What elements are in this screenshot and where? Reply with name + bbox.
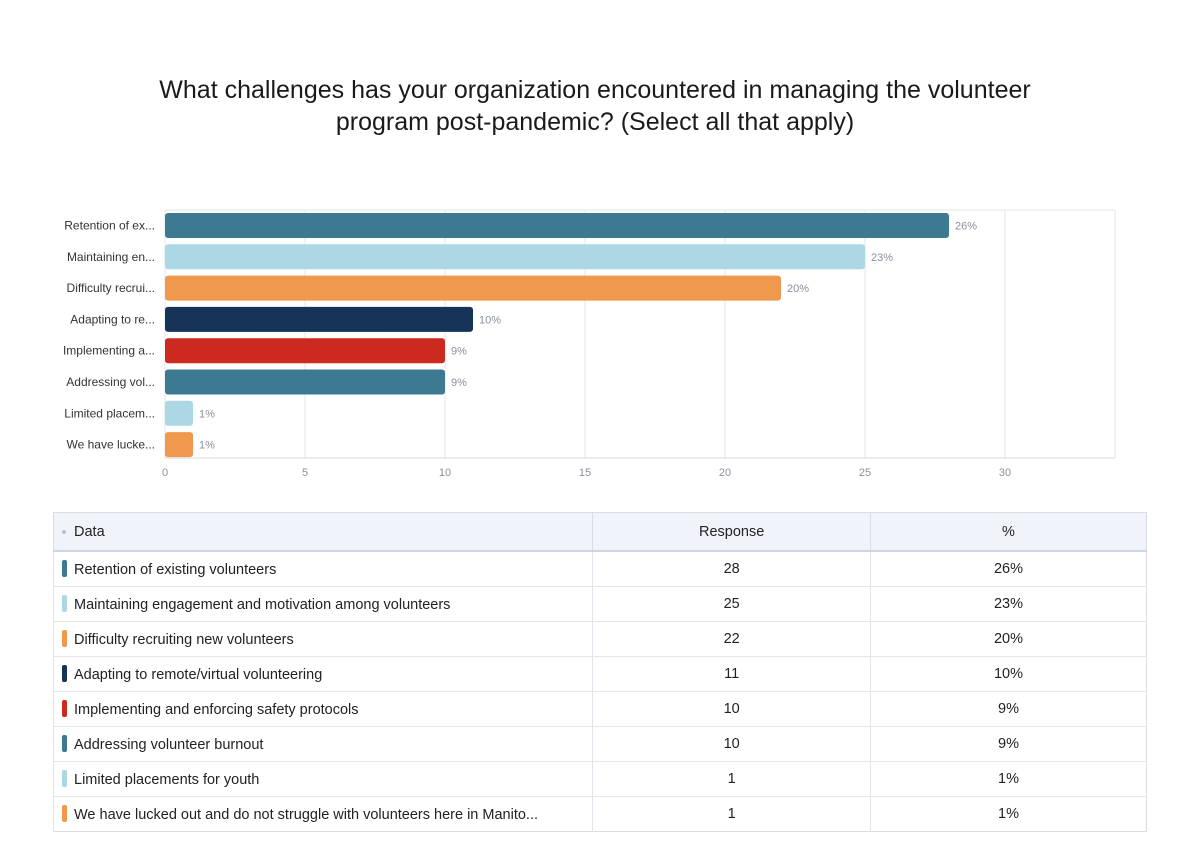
row-label-cell: Difficulty recruiting new volunteers — [52, 621, 593, 657]
bar-value-label: 23% — [871, 252, 893, 264]
response-percent: 23% — [869, 586, 1147, 622]
x-tick-label: 25 — [859, 467, 871, 479]
bar — [165, 338, 445, 364]
y-category-label: Limited placem... — [64, 406, 155, 420]
x-tick-label: 5 — [302, 467, 308, 479]
chart-title: What challenges has your organization en… — [159, 76, 1031, 136]
sort-dot-icon — [62, 529, 66, 534]
x-tick-label: 15 — [579, 467, 591, 479]
response-count: 1 — [592, 796, 871, 832]
response-percent: 10% — [869, 656, 1147, 692]
bar — [165, 400, 193, 426]
row-label: We have lucked out and do not struggle w… — [74, 807, 539, 823]
row-label-cell: Limited placements for youth — [52, 761, 593, 797]
response-count: 25 — [592, 586, 871, 622]
table-body: Retention of existing volunteers 28 26% Mai… — [52, 550, 1147, 832]
color-swatch — [62, 665, 67, 682]
row-label-cell: Adapting to remote/virtual volunteering — [52, 656, 593, 692]
color-swatch — [62, 735, 67, 752]
row-label: Limited placements for youth — [74, 772, 260, 788]
response-percent: 20% — [869, 621, 1147, 657]
x-tick-label: 20 — [719, 467, 731, 479]
color-swatch — [62, 805, 67, 822]
bar-value-label: 10% — [479, 314, 501, 326]
response-count: 10 — [592, 691, 871, 727]
response-percent: 9% — [869, 726, 1147, 762]
response-count: 11 — [592, 656, 871, 692]
color-swatch — [62, 630, 67, 647]
bar — [165, 369, 445, 395]
bar-value-label: 9% — [451, 377, 467, 389]
response-percent: 1% — [869, 761, 1147, 797]
y-category-label: Addressing vol... — [66, 375, 155, 389]
bar-value-label: 9% — [451, 346, 467, 358]
bar — [165, 213, 949, 238]
y-category-label: Adapting to re... — [70, 312, 155, 326]
color-swatch — [62, 770, 67, 787]
response-percent: 26% — [869, 550, 1147, 587]
header-percent[interactable]: % — [869, 512, 1147, 552]
x-tick-label: 30 — [999, 467, 1011, 479]
bar — [165, 432, 193, 458]
row-label: Difficulty recruiting new volunteers — [74, 632, 294, 648]
y-category-label: We have lucke... — [67, 438, 156, 452]
bar — [165, 275, 781, 301]
table-header-row: Data Response % — [52, 512, 1147, 552]
row-label: Implementing and enforcing safety protoc… — [74, 702, 359, 718]
response-count: 10 — [592, 726, 871, 762]
y-category-label: Implementing a... — [63, 344, 155, 358]
bar-value-label: 1% — [199, 408, 215, 420]
x-tick-label: 0 — [162, 467, 168, 479]
x-tick-label: 10 — [439, 467, 451, 479]
color-swatch — [62, 700, 67, 717]
bar-value-label: 26% — [955, 221, 977, 233]
row-label: Addressing volunteer burnout — [74, 737, 264, 753]
bar — [165, 306, 473, 332]
bar-chart: 0 5 10 15 20 25 30 Retention of ex... 26% Maintai… — [63, 209, 1116, 479]
y-category-label: Difficulty recrui... — [67, 281, 155, 295]
bar-value-label: 20% — [787, 283, 809, 295]
table-row: Limited placements for youth 1 1% — [52, 761, 1147, 797]
color-swatch — [62, 560, 67, 577]
table-row: Maintaining engagement and motivation am… — [52, 586, 1147, 622]
response-count: 1 — [592, 761, 871, 797]
table-row: Difficulty recruiting new volunteers 22 20… — [52, 621, 1147, 657]
header-data[interactable]: Data — [52, 512, 593, 552]
response-percent: 9% — [869, 691, 1147, 727]
row-label-cell: Retention of existing volunteers — [52, 550, 593, 587]
row-label-cell: Maintaining engagement and motivation am… — [52, 586, 593, 622]
row-label-cell: We have lucked out and do not struggle w… — [52, 796, 593, 832]
table-row: Adapting to remote/virtual volunteering 1… — [52, 656, 1147, 692]
y-category-label: Maintaining en... — [67, 250, 155, 264]
row-label: Maintaining engagement and motivation am… — [74, 597, 451, 613]
bar-value-label: 1% — [199, 440, 215, 452]
color-swatch — [62, 595, 67, 612]
header-response[interactable]: Response — [592, 512, 871, 552]
bar — [165, 244, 865, 270]
table-row: Retention of existing volunteers 28 26% — [52, 550, 1147, 587]
response-count: 28 — [592, 550, 871, 587]
table-row: We have lucked out and do not struggle w… — [52, 796, 1147, 832]
data-table: Data Response % Retention of existing vo… — [52, 512, 1147, 832]
row-label: Retention of existing volunteers — [74, 562, 277, 578]
table-row: Addressing volunteer burnout 10 9% — [52, 726, 1147, 762]
response-percent: 1% — [869, 796, 1147, 832]
response-count: 22 — [592, 621, 871, 657]
table-row: Implementing and enforcing safety protoc… — [52, 691, 1147, 727]
row-label-cell: Implementing and enforcing safety protoc… — [52, 691, 593, 727]
row-label-cell: Addressing volunteer burnout — [52, 726, 593, 762]
y-category-label: Retention of ex... — [64, 219, 155, 233]
row-label: Adapting to remote/virtual volunteering — [74, 667, 323, 683]
